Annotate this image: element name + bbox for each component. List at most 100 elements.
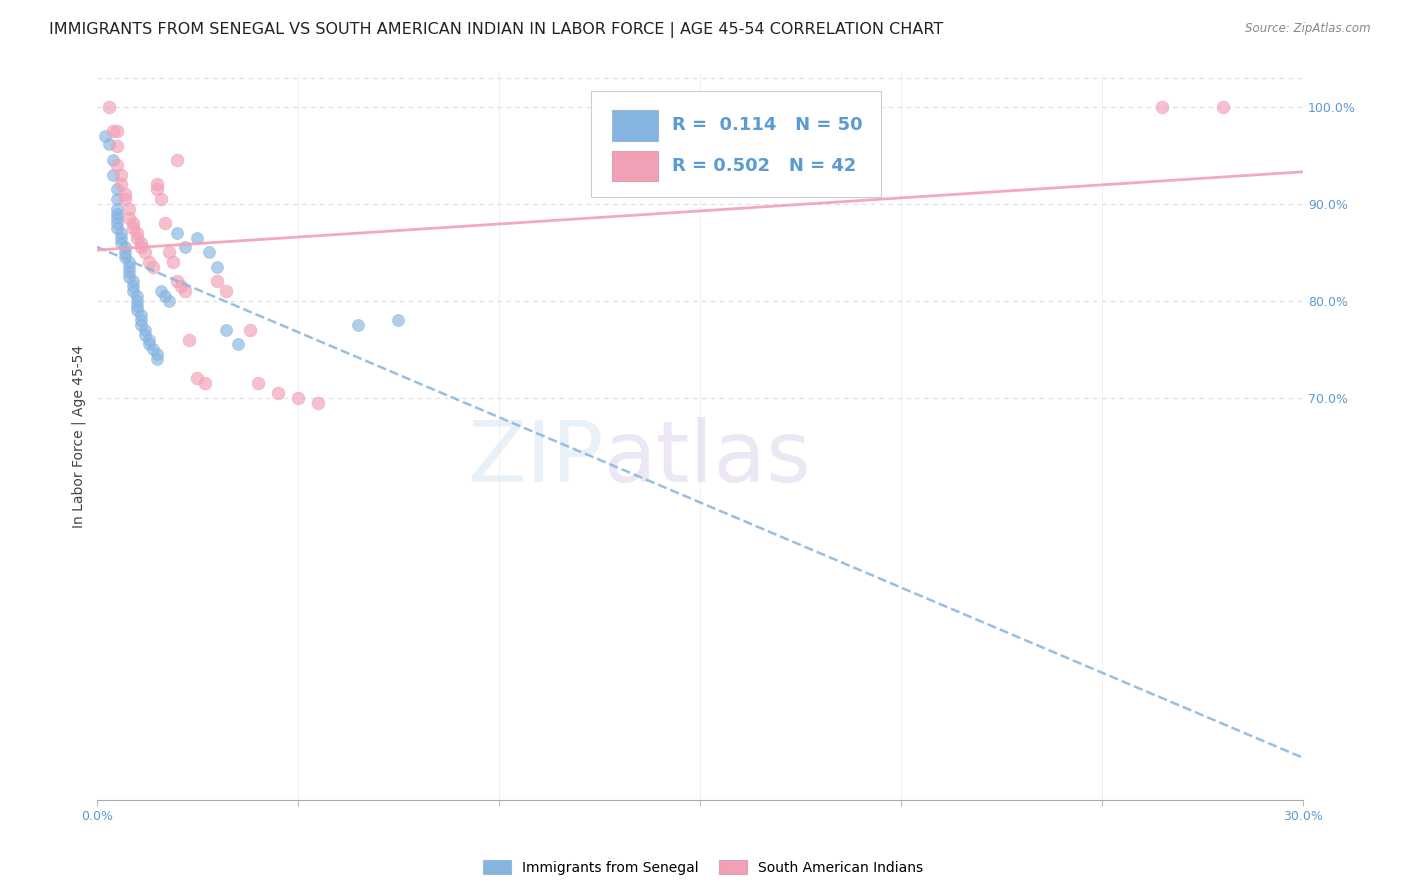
Point: [118, 202, 141, 216]
Point: [207, 260, 229, 274]
FancyBboxPatch shape: [612, 151, 658, 181]
Point: [105, 124, 128, 138]
Point: [157, 293, 180, 308]
Point: [138, 333, 160, 347]
Point: [114, 187, 136, 202]
Point: [150, 192, 173, 206]
Point: [166, 226, 188, 240]
Point: [214, 284, 236, 298]
Text: Source: ZipAtlas.com: Source: ZipAtlas.com: [1246, 22, 1371, 36]
Point: [146, 182, 169, 196]
Point: [134, 327, 156, 342]
Point: [114, 250, 136, 264]
Point: [122, 279, 145, 293]
Point: [142, 343, 165, 357]
Point: [118, 211, 141, 226]
Point: [138, 255, 160, 269]
Point: [101, 168, 124, 182]
Point: [138, 337, 160, 351]
Point: [105, 138, 128, 153]
Point: [179, 333, 201, 347]
Point: [207, 274, 229, 288]
Point: [110, 226, 132, 240]
Point: [186, 231, 208, 245]
Point: [110, 235, 132, 250]
Point: [134, 323, 156, 337]
Point: [157, 245, 180, 260]
Point: [105, 211, 128, 226]
Point: [287, 391, 309, 405]
Point: [105, 192, 128, 206]
FancyBboxPatch shape: [592, 91, 882, 196]
Point: [101, 124, 124, 138]
Point: [110, 168, 132, 182]
Point: [110, 178, 132, 192]
Point: [194, 376, 217, 391]
Point: [155, 289, 177, 303]
Point: [122, 274, 145, 288]
Point: [146, 178, 169, 192]
Text: R = 0.502   N = 42: R = 0.502 N = 42: [672, 157, 856, 175]
Point: [129, 313, 152, 327]
Point: [214, 323, 236, 337]
Point: [105, 216, 128, 230]
FancyBboxPatch shape: [612, 110, 658, 141]
Point: [387, 313, 409, 327]
Point: [118, 269, 141, 284]
Point: [101, 153, 124, 168]
Point: [174, 284, 197, 298]
Point: [146, 351, 169, 366]
Point: [118, 260, 141, 274]
Point: [125, 231, 148, 245]
Point: [122, 284, 145, 298]
Point: [118, 255, 141, 269]
Point: [125, 293, 148, 308]
Point: [162, 255, 184, 269]
Point: [186, 371, 208, 385]
Point: [125, 299, 148, 313]
Point: [267, 385, 290, 400]
Point: [347, 318, 370, 332]
Point: [122, 216, 145, 230]
Point: [125, 226, 148, 240]
Point: [226, 337, 249, 351]
Text: atlas: atlas: [603, 417, 811, 500]
Point: [146, 347, 169, 361]
Point: [174, 240, 197, 254]
Point: [239, 323, 262, 337]
Point: [125, 303, 148, 318]
Point: [122, 221, 145, 235]
Point: [114, 240, 136, 254]
Point: [155, 216, 177, 230]
Point: [307, 395, 329, 409]
Point: [129, 318, 152, 332]
Point: [110, 231, 132, 245]
Text: ZIP: ZIP: [467, 417, 603, 500]
Point: [105, 182, 128, 196]
Point: [142, 260, 165, 274]
Point: [129, 309, 152, 323]
Point: [114, 192, 136, 206]
Point: [118, 265, 141, 279]
Point: [166, 274, 188, 288]
Point: [1212, 100, 1234, 114]
Point: [170, 279, 193, 293]
Point: [114, 245, 136, 260]
Legend: Immigrants from Senegal, South American Indians: Immigrants from Senegal, South American …: [477, 855, 929, 880]
Point: [105, 158, 128, 172]
Point: [125, 289, 148, 303]
Text: R =  0.114   N = 50: R = 0.114 N = 50: [672, 116, 863, 135]
Point: [129, 235, 152, 250]
Point: [105, 202, 128, 216]
Point: [166, 153, 188, 168]
Point: [134, 245, 156, 260]
Point: [1152, 100, 1174, 114]
Point: [97, 136, 120, 151]
Point: [150, 284, 173, 298]
Point: [94, 128, 117, 143]
Text: IMMIGRANTS FROM SENEGAL VS SOUTH AMERICAN INDIAN IN LABOR FORCE | AGE 45-54 CORR: IMMIGRANTS FROM SENEGAL VS SOUTH AMERICA…: [49, 22, 943, 38]
Point: [105, 221, 128, 235]
Point: [105, 206, 128, 220]
Point: [246, 376, 269, 391]
Point: [198, 245, 221, 260]
